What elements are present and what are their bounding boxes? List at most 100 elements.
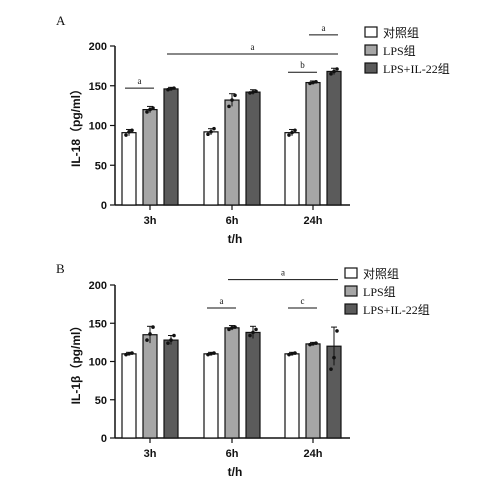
significance-label: a	[220, 296, 224, 306]
data-point	[148, 107, 152, 112]
bar-LPS组-3h	[142, 108, 158, 206]
legend-b: 对照组 LPS组 LPS+IL-22组	[344, 267, 430, 317]
data-point	[251, 330, 255, 335]
legend-a: 对照组 LPS组 LPS+IL-22组	[364, 26, 450, 76]
data-point	[227, 327, 231, 332]
bar-LPS组-3h	[142, 334, 158, 439]
data-point	[335, 329, 339, 333]
y-tick-label: 150	[89, 81, 107, 93]
bar-LPS+IL-22组-6h	[245, 331, 261, 439]
bar-对照组-24h	[284, 132, 300, 206]
data-point	[145, 110, 149, 114]
bar-对照组-3h	[121, 353, 137, 439]
legend-swatch	[364, 62, 378, 74]
data-point	[293, 128, 297, 133]
data-point	[130, 128, 134, 133]
data-point	[209, 130, 213, 134]
data-point	[287, 133, 291, 137]
bar-LPS组-6h	[224, 99, 240, 206]
data-point	[314, 79, 318, 84]
bars-b	[121, 325, 342, 439]
bar-对照组-3h	[121, 132, 137, 206]
bar-对照组-6h	[203, 353, 219, 439]
data-point	[172, 333, 176, 338]
data-point	[311, 342, 315, 346]
panel-label-a: A	[56, 13, 66, 28]
significance-label: a	[251, 42, 255, 52]
legend-label: 对照组	[383, 26, 419, 40]
bar-LPS组-24h	[305, 343, 321, 439]
data-point	[290, 352, 294, 356]
legend-swatch	[344, 303, 358, 315]
data-point	[335, 67, 339, 71]
y-tick-label: 100	[89, 357, 107, 369]
y-tick-label: 50	[95, 395, 107, 407]
bar-LPS+IL-22组-3h	[163, 339, 179, 439]
data-point	[332, 69, 336, 74]
data-point	[206, 132, 210, 137]
data-point	[145, 338, 149, 342]
significance-label: a	[322, 23, 326, 33]
legend-label: LPS+IL-22组	[363, 303, 430, 317]
bar-LPS组-24h	[305, 81, 321, 206]
significance-a: a a b a	[125, 23, 338, 89]
y-ticks-a: 0 50 100 150 200	[89, 41, 115, 212]
data-point	[230, 326, 234, 330]
data-point	[166, 87, 170, 92]
data-point	[287, 352, 291, 357]
data-point	[233, 93, 237, 98]
x-ticks-b: 3h 6h 24h	[144, 438, 323, 460]
y-tick-label: 100	[89, 121, 107, 133]
significance-label: c	[301, 296, 305, 306]
data-point	[124, 133, 128, 137]
data-point	[212, 126, 216, 131]
bar-LPS+IL-22组-3h	[163, 88, 179, 206]
legend-label: LPS组	[383, 44, 416, 58]
data-point	[124, 352, 128, 357]
legend-swatch	[344, 285, 358, 297]
significance-label: a	[138, 76, 142, 86]
data-point	[206, 352, 210, 357]
x-axis-label-a: t/h	[228, 232, 243, 246]
data-point	[233, 325, 237, 329]
legend-swatch	[364, 44, 378, 56]
data-point	[148, 332, 152, 336]
legend-label: LPS组	[363, 285, 396, 299]
y-tick-label: 0	[101, 200, 107, 212]
x-axis-label-b: t/h	[228, 465, 243, 479]
data-point	[314, 341, 318, 345]
data-point	[293, 351, 297, 355]
data-point	[212, 351, 216, 355]
legend-swatch	[344, 267, 358, 279]
y-tick-label: 0	[101, 433, 107, 445]
x-tick-label-3h: 3h	[144, 448, 157, 460]
data-point	[227, 104, 231, 109]
data-point	[308, 81, 312, 86]
data-point	[209, 352, 213, 356]
y-tick-label: 200	[89, 280, 107, 292]
legend-swatch	[364, 26, 378, 38]
bar-LPS+IL-22组-24h	[326, 70, 342, 206]
significance-b: a a c	[207, 268, 338, 309]
data-point	[308, 342, 312, 347]
data-point	[130, 351, 134, 355]
data-point	[254, 89, 258, 94]
x-tick-label-6h: 6h	[226, 215, 239, 227]
bar-LPS组-6h	[224, 327, 240, 439]
data-point	[169, 338, 173, 342]
data-point	[127, 352, 131, 356]
x-tick-label-6h: 6h	[226, 448, 239, 460]
data-point	[248, 91, 252, 95]
significance-label: b	[300, 60, 305, 70]
data-point	[127, 130, 131, 134]
legend-label: 对照组	[363, 267, 399, 281]
data-point	[332, 355, 336, 360]
data-point	[311, 80, 315, 85]
x-tick-label-24h: 24h	[304, 215, 323, 227]
y-axis-label-b: IL-1β（pg/ml）	[68, 320, 83, 405]
data-point	[151, 325, 155, 329]
legend-label: LPS+IL-22组	[383, 62, 450, 76]
data-point	[166, 341, 170, 345]
data-point	[169, 87, 173, 91]
data-point	[254, 327, 258, 332]
